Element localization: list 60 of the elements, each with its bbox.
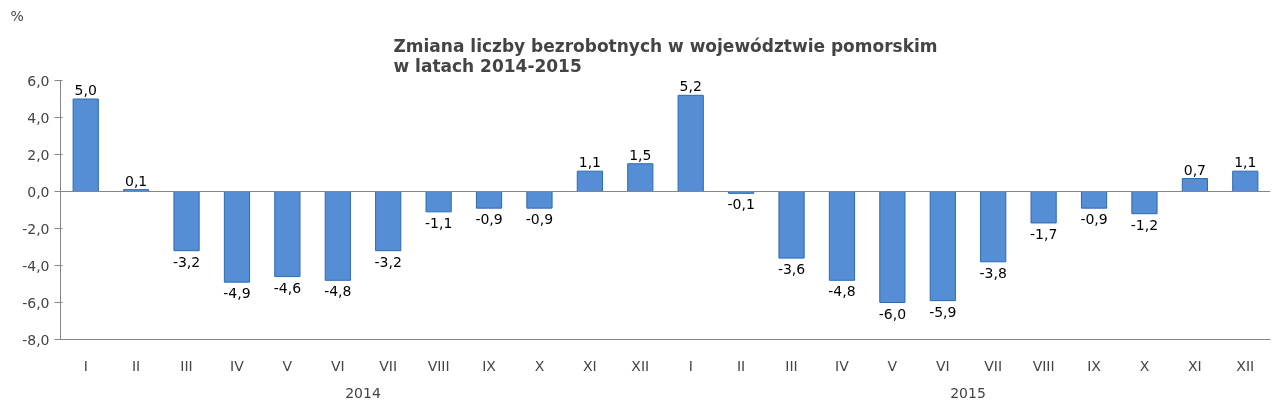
data-label: -4,8 [828, 283, 856, 300]
x-tick-label: XII [631, 357, 650, 374]
data-label: -1,1 [424, 214, 453, 231]
data-label: 1,5 [629, 146, 652, 163]
y-tick-label: -6,0 [22, 294, 50, 311]
x-tick-label: VI [330, 357, 345, 374]
data-label: 0,1 [124, 172, 148, 189]
x-tick-label: XI [1188, 357, 1202, 374]
chart-title: Zmiana liczby bezrobotnych w województwie pomorskim w latach 2014-2015 [393, 35, 938, 76]
data-label: -3,8 [979, 264, 1007, 281]
data-label: -1,7 [1029, 225, 1058, 242]
data-label: -5,9 [929, 303, 957, 320]
data-label: -0,9 [475, 211, 503, 228]
data-label: 5,2 [679, 78, 702, 95]
data-label: -4,9 [223, 285, 251, 302]
x-tick-label: V [887, 357, 898, 374]
y-tick-label: 6,0 [27, 72, 50, 89]
x-tick-label: IV [230, 357, 245, 374]
data-label: -1,2 [1130, 216, 1159, 233]
text: 2015 [950, 384, 986, 401]
data-label: -3,2 [374, 253, 402, 270]
y-tick-label: -8,0 [22, 331, 50, 348]
data-label: 0,7 [1183, 161, 1207, 178]
y-tick-label: 2,0 [27, 146, 50, 163]
x-tick-label: X [1139, 357, 1150, 374]
x-tick-label: III [180, 357, 193, 374]
y-tick-label: 4,0 [27, 109, 50, 126]
data-label: 5,0 [74, 82, 97, 98]
x-tick-label: IV [835, 357, 850, 374]
x-tick-label: III [785, 357, 798, 374]
x-tick-label: II [737, 357, 746, 374]
data-label: -3,6 [777, 261, 806, 278]
data-label: -4,8 [324, 283, 352, 300]
x-tick-label: I [688, 357, 693, 374]
y-axis-title: % [10, 7, 24, 24]
x-tick-label: I [83, 357, 88, 374]
y-tick-label: 0,0 [27, 183, 50, 200]
data-label: 1,1 [1234, 154, 1257, 171]
x-tick-label: IX [482, 357, 497, 374]
x-tick-label: XI [583, 357, 597, 374]
x-tick-label: VIII [1032, 357, 1055, 374]
x-tick-label: XII [1236, 357, 1255, 374]
data-label: 1,1 [578, 154, 602, 171]
x-tick-label: VII [379, 357, 398, 374]
y-tick-label: -2,0 [22, 220, 50, 237]
data-label: -0,1 [727, 196, 755, 213]
text: 2014 [345, 384, 381, 401]
data-label: -4,6 [273, 279, 302, 296]
data-label: -0,9 [525, 211, 554, 228]
x-tick-label: IX [1087, 357, 1102, 374]
data-label: -6,0 [878, 305, 907, 322]
x-tick-label: VI [935, 357, 950, 374]
x-tick-label: VII [984, 357, 1003, 374]
y-tick-label: -4,0 [22, 257, 50, 274]
x-tick-label: X [534, 357, 545, 374]
x-tick-label: VIII [427, 357, 450, 374]
data-label: -0,9 [1080, 211, 1108, 228]
data-label: -3,2 [172, 253, 201, 270]
x-tick-label: V [282, 357, 293, 374]
x-tick-label: II [132, 357, 141, 374]
